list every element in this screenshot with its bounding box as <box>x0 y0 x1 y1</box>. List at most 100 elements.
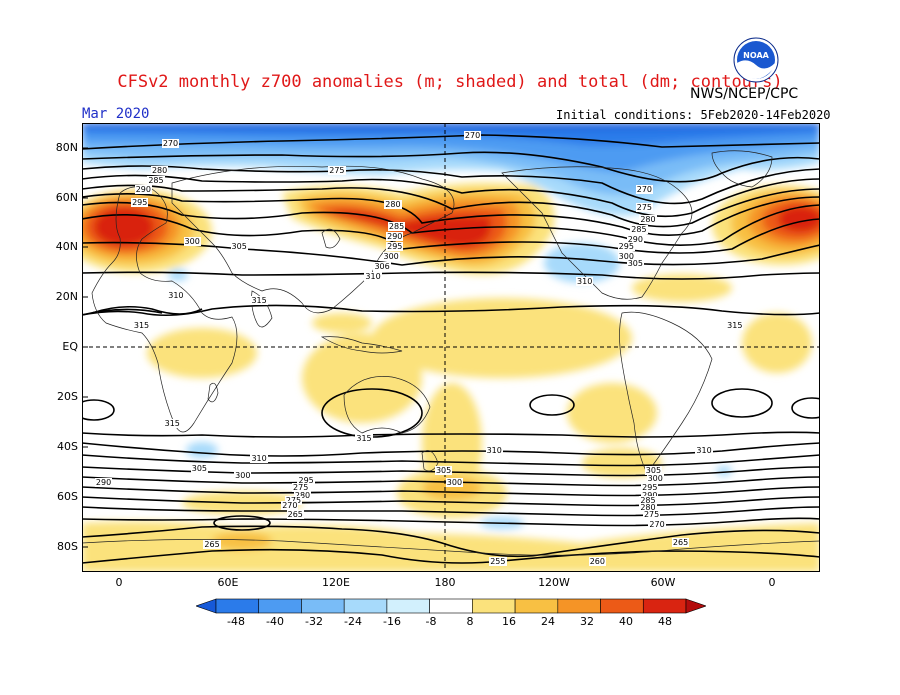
contour-label: 275 <box>292 483 310 493</box>
contour-label: 305 <box>190 463 209 473</box>
contour-label: 310 <box>250 453 268 463</box>
contour-label: 290 <box>134 185 152 195</box>
map-border <box>82 123 820 572</box>
contour-label: 285 <box>147 175 165 185</box>
contour-label: 285 <box>387 222 406 232</box>
contour-label: 300 <box>617 251 635 261</box>
colorbar-label: -8 <box>425 615 437 628</box>
lat-label-20s: 20S <box>57 390 78 403</box>
lon-label-0-east: 0 <box>768 576 776 589</box>
contour-label: 270 <box>281 500 299 510</box>
noaa-logo-text: NOAA <box>743 51 769 60</box>
contour-label: 270 <box>463 131 482 141</box>
contour-label: 300 <box>445 478 464 488</box>
colorbar-swatch <box>343 598 388 614</box>
contour-label: 290 <box>626 234 644 244</box>
lat-label-80n: 80N <box>55 141 78 154</box>
contour-label: 310 <box>364 271 382 281</box>
colorbar-label: -40 <box>266 615 284 628</box>
contour-label: 310 <box>576 276 594 286</box>
colorbar-swatch <box>642 598 687 614</box>
contour-label: 285 <box>639 495 657 505</box>
contour-label: 255 <box>489 557 507 567</box>
lat-label-eq: EQ <box>62 340 78 353</box>
contour-label: 305 <box>644 466 663 476</box>
colorbar <box>196 598 706 614</box>
contour-label: 295 <box>297 475 315 485</box>
lon-label-60e: 60E <box>217 576 239 589</box>
contour-label: 275 <box>635 202 654 212</box>
contour-label: 300 <box>183 237 201 247</box>
colorbar-label: -48 <box>227 615 245 628</box>
lat-label-80s: 80S <box>57 540 78 553</box>
contour-label: 315 <box>163 419 181 429</box>
lat-label-60n: 60N <box>55 191 78 204</box>
colorbar-label: 8 <box>466 615 474 628</box>
contour-labels: 270 270 275 270 275 280 285 290 295 300 305 280 285 2… <box>82 123 820 572</box>
colorbar-label: -16 <box>383 615 401 628</box>
contour-label: 295 <box>131 197 149 207</box>
contour-label: 275 <box>642 510 661 520</box>
colorbar-swatch <box>429 598 473 614</box>
contour-label: 280 <box>150 165 169 175</box>
contour-label: 270 <box>161 138 180 148</box>
contour-label: 260 <box>588 557 606 567</box>
contour-label: 315 <box>132 320 151 330</box>
colorbar-label: 32 <box>580 615 594 628</box>
contour-label: 295 <box>386 242 404 252</box>
colorbar-label: 24 <box>541 615 555 628</box>
contour-label: 280 <box>639 503 657 513</box>
colorbar-swatch <box>301 598 345 614</box>
colorbar-swatch <box>258 598 302 614</box>
forecast-month: Mar 2020 <box>82 106 150 122</box>
contour-label: 265 <box>286 510 304 520</box>
contour-label: 300 <box>646 473 664 483</box>
contour-label: 306 <box>373 261 391 271</box>
colorbar-swatch <box>472 598 516 614</box>
colorbar-swatch <box>557 598 601 614</box>
contour-label: 270 <box>648 520 666 530</box>
contour-label: 265 <box>203 540 221 549</box>
contour-label: 280 <box>293 490 312 500</box>
lon-label-0: 0 <box>115 576 123 589</box>
contour-label: 310 <box>695 446 713 456</box>
colorbar-swatch <box>514 598 559 614</box>
contour-label: 310 <box>167 291 185 301</box>
contour-label: 275 <box>328 165 346 175</box>
lon-label-120w: 120W <box>538 576 570 589</box>
colorbar-swatch <box>600 598 644 614</box>
contour-label: 295 <box>617 242 635 252</box>
colorbar-label: -32 <box>305 615 323 628</box>
colorbar-label: 16 <box>502 615 516 628</box>
colorbar-swatch <box>685 598 706 614</box>
contour-label: 305 <box>626 259 644 269</box>
contour-label: 305 <box>230 242 248 252</box>
colorbar-swatch <box>386 598 430 614</box>
contour-label: 315 <box>726 320 744 330</box>
lat-label-40n: 40N <box>55 240 78 253</box>
map-title: CFSv2 monthly z700 anomalies (m; shaded)… <box>117 72 783 92</box>
contour-label: 310 <box>485 446 503 456</box>
contour-label: 280 <box>384 200 402 210</box>
lat-label-40s: 40S <box>57 440 78 453</box>
lon-label-60w: 60W <box>650 576 676 589</box>
contour-label: 270 <box>635 185 654 195</box>
contour-label: 315 <box>250 296 268 306</box>
contour-label: 290 <box>386 232 404 242</box>
contour-label: 290 <box>641 490 659 500</box>
contour-label: 300 <box>382 251 400 261</box>
lat-label-20n: 20N <box>55 290 78 303</box>
contour-label: 265 <box>671 537 690 547</box>
lon-label-120e: 120E <box>322 576 350 589</box>
contour-label: 305 <box>434 466 453 476</box>
colorbar-label: -24 <box>344 615 362 628</box>
noaa-logo: NOAA <box>733 37 779 83</box>
agency-label: NWS/NCEP/CPC <box>690 86 799 102</box>
contour-label: 290 <box>94 478 113 488</box>
colorbar-swatch <box>215 598 260 614</box>
coastlines <box>82 150 820 556</box>
contour-label: 280 <box>639 215 657 225</box>
lat-label-60s: 60S <box>57 490 78 503</box>
contour-label: 315 <box>355 434 373 444</box>
colorbar-label: 40 <box>619 615 633 628</box>
